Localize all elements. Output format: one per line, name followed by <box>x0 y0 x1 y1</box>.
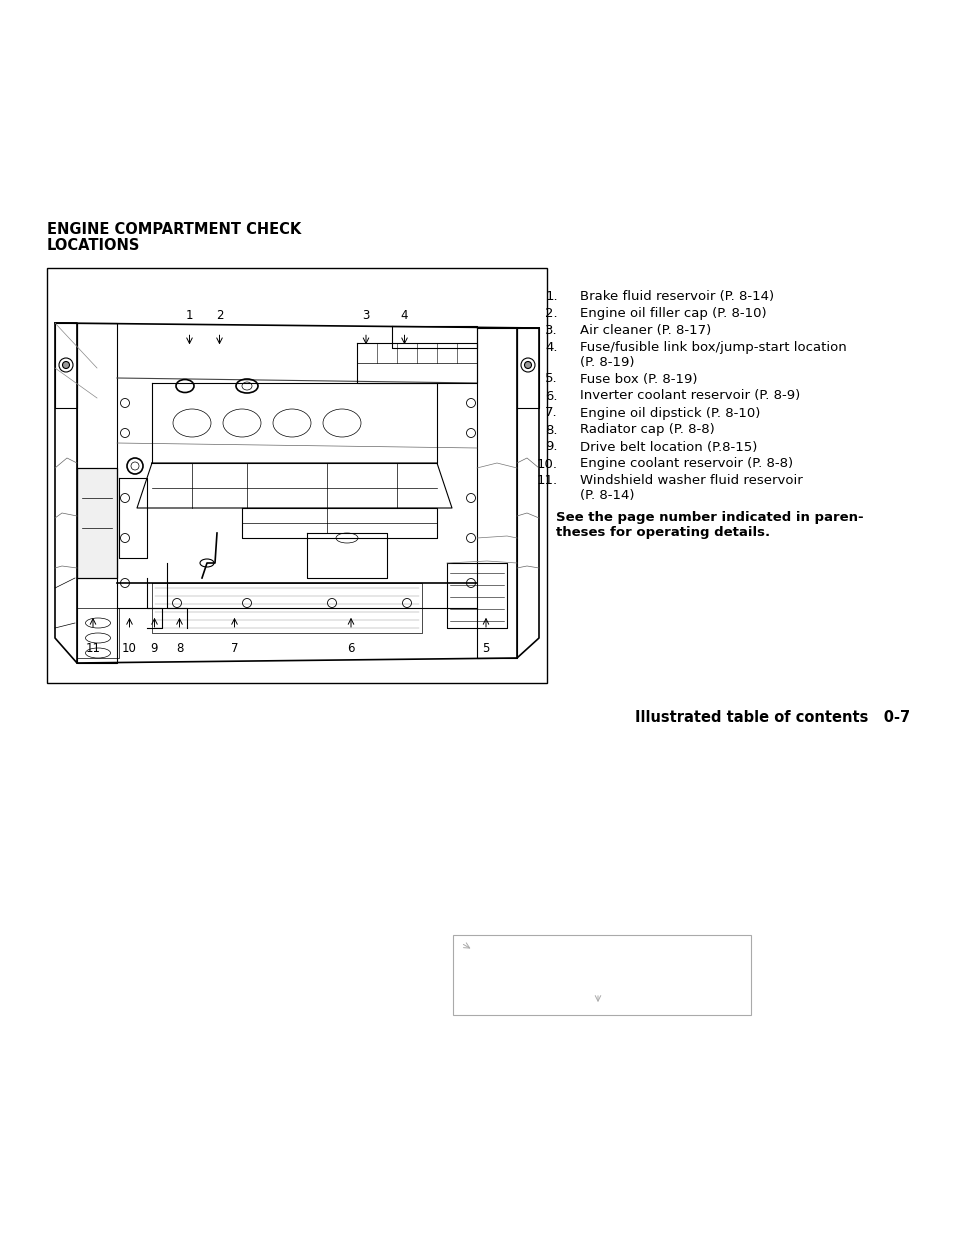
Text: LOCATIONS: LOCATIONS <box>47 238 140 253</box>
Text: 5.: 5. <box>545 373 558 385</box>
Text: 4: 4 <box>400 309 408 322</box>
Bar <box>453 935 750 1015</box>
Text: ENGINE COMPARTMENT CHECK: ENGINE COMPARTMENT CHECK <box>47 222 301 237</box>
Text: Engine oil filler cap (P. 8-10): Engine oil filler cap (P. 8-10) <box>579 308 766 320</box>
Text: Fuse box (P. 8-19): Fuse box (P. 8-19) <box>579 373 697 385</box>
Text: 4.: 4. <box>545 341 558 354</box>
Text: 10.: 10. <box>537 457 558 471</box>
Text: Air cleaner (P. 8-17): Air cleaner (P. 8-17) <box>579 324 711 337</box>
Text: 11: 11 <box>86 642 100 655</box>
Text: 7.: 7. <box>545 406 558 420</box>
Text: 1: 1 <box>186 309 193 322</box>
Text: 9: 9 <box>151 642 158 655</box>
Text: Windshield washer fluid reservoir
(P. 8-14): Windshield washer fluid reservoir (P. 8-… <box>579 474 801 503</box>
Text: 10: 10 <box>122 642 137 655</box>
Text: 3: 3 <box>362 309 370 322</box>
Bar <box>47 268 546 683</box>
Text: 2: 2 <box>215 309 223 322</box>
Text: Brake fluid reservoir (P. 8-14): Brake fluid reservoir (P. 8-14) <box>579 290 773 303</box>
Text: 8.: 8. <box>545 424 558 436</box>
Text: 9.: 9. <box>545 441 558 453</box>
Text: Engine coolant reservoir (P. 8-8): Engine coolant reservoir (P. 8-8) <box>579 457 792 471</box>
Text: Fuse/fusible link box/jump-start location
(P. 8-19): Fuse/fusible link box/jump-start locatio… <box>579 341 846 369</box>
Text: 2.: 2. <box>545 308 558 320</box>
Polygon shape <box>77 468 117 578</box>
Text: 5: 5 <box>482 642 489 655</box>
Text: 6: 6 <box>347 642 355 655</box>
Text: Drive belt location (P.8-15): Drive belt location (P.8-15) <box>579 441 757 453</box>
Text: Inverter coolant reservoir (P. 8-9): Inverter coolant reservoir (P. 8-9) <box>579 389 800 403</box>
Text: 8: 8 <box>175 642 183 655</box>
Text: Illustrated table of contents   0-7: Illustrated table of contents 0-7 <box>634 710 909 725</box>
Text: 6.: 6. <box>545 389 558 403</box>
Ellipse shape <box>63 362 70 368</box>
Ellipse shape <box>524 362 531 368</box>
Text: Engine oil dipstick (P. 8-10): Engine oil dipstick (P. 8-10) <box>579 406 760 420</box>
Text: See the page number indicated in paren-
theses for operating details.: See the page number indicated in paren- … <box>556 511 862 538</box>
Text: 1.: 1. <box>545 290 558 303</box>
Text: 11.: 11. <box>537 474 558 488</box>
Text: 7: 7 <box>231 642 238 655</box>
Text: 3.: 3. <box>545 324 558 337</box>
Text: Radiator cap (P. 8-8): Radiator cap (P. 8-8) <box>579 424 714 436</box>
